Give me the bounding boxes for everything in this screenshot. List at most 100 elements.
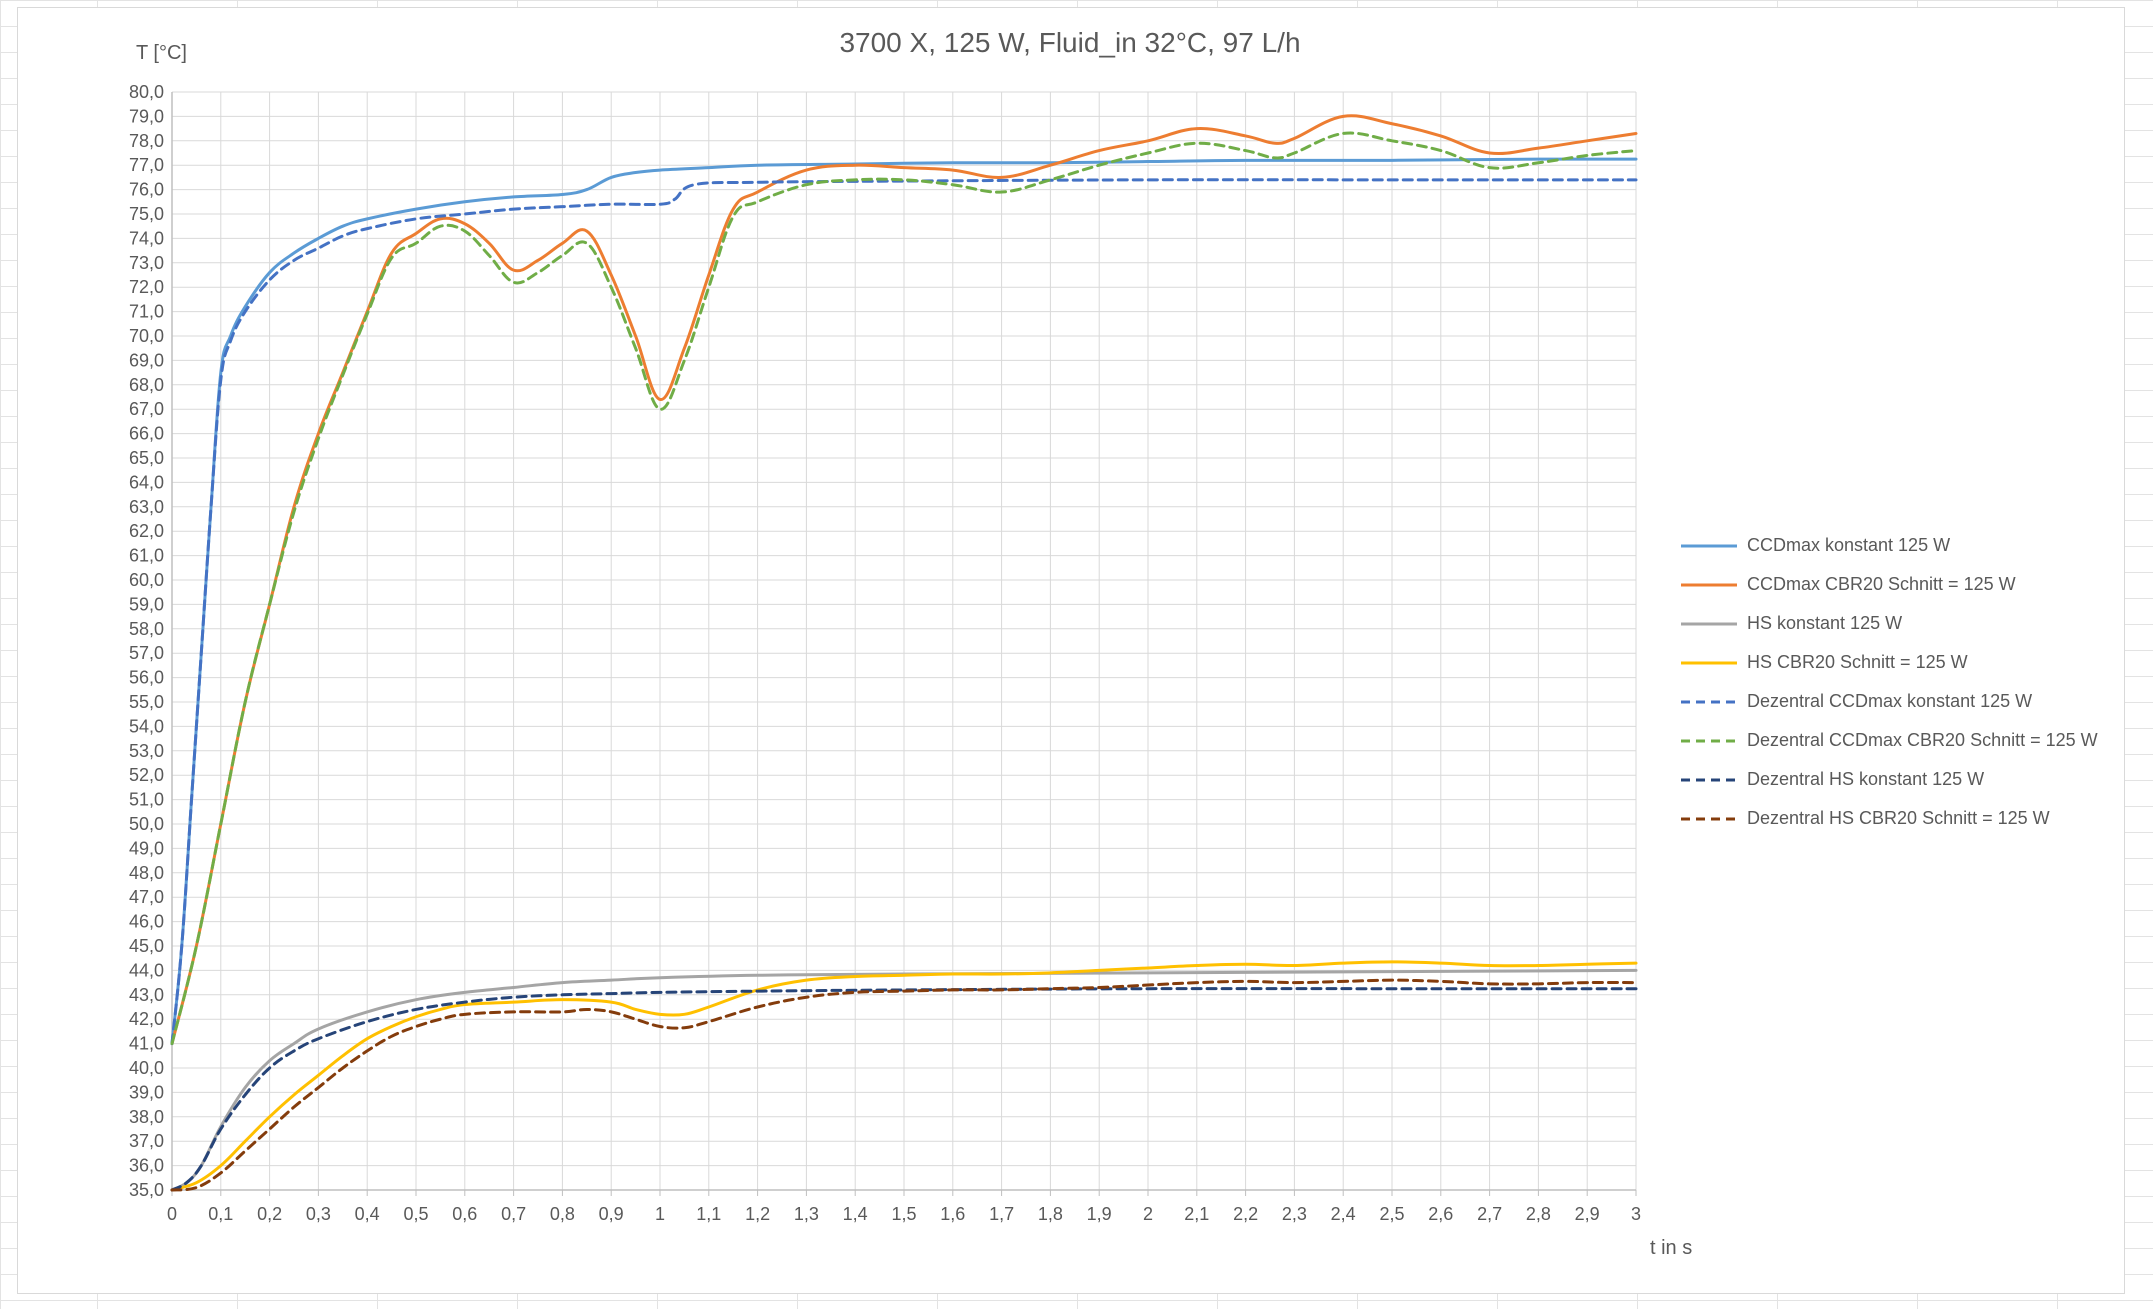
legend-label: Dezentral CCDmax CBR20 Schnitt = 125 W [1747, 730, 2098, 750]
legend-item: HS CBR20 Schnitt = 125 W [1679, 643, 2119, 682]
x-tick-label: 0,5 [403, 1204, 428, 1224]
x-tick-label: 1,2 [745, 1204, 770, 1224]
y-tick-label: 44,0 [129, 960, 164, 980]
y-tick-label: 53,0 [129, 741, 164, 761]
series-line-5 [170, 178, 1638, 1046]
series-line-7 [170, 987, 1638, 1192]
x-tick-label: 0,9 [599, 1204, 624, 1224]
y-tick-label: 57,0 [129, 643, 164, 663]
y-tick-label: 77,0 [129, 155, 164, 175]
x-tick-label: 0 [167, 1204, 177, 1224]
y-tick-label: 43,0 [129, 985, 164, 1005]
y-axis-title: T [°C] [136, 42, 187, 64]
legend-label: HS CBR20 Schnitt = 125 W [1747, 652, 1968, 672]
y-tick-label: 73,0 [129, 253, 164, 273]
y-tick-label: 37,0 [129, 1131, 164, 1151]
y-tick-label: 40,0 [129, 1058, 164, 1078]
y-tick-label: 74,0 [129, 228, 164, 248]
legend-label: Dezentral HS konstant 125 W [1747, 769, 1985, 789]
x-tick-label: 2,7 [1477, 1204, 1502, 1224]
y-tick-label: 59,0 [129, 594, 164, 614]
x-tick-label: 2,8 [1526, 1204, 1551, 1224]
x-tick-label: 1,8 [1038, 1204, 1063, 1224]
y-tick-label: 50,0 [129, 814, 164, 834]
y-tick-label: 65,0 [129, 448, 164, 468]
y-tick-label: 68,0 [129, 375, 164, 395]
series-lines [170, 114, 1638, 1192]
series-line-3 [170, 968, 1638, 1192]
x-tick-label: 0,7 [501, 1204, 526, 1224]
y-tick-label: 56,0 [129, 668, 164, 688]
y-tick-label: 39,0 [129, 1082, 164, 1102]
y-tick-label: 79,0 [129, 106, 164, 126]
legend-item: Dezentral HS konstant 125 W [1679, 760, 2119, 799]
y-tick-label: 78,0 [129, 131, 164, 151]
x-tick-label: 1,3 [794, 1204, 819, 1224]
x-tick-label: 1,9 [1087, 1204, 1112, 1224]
y-tick-label: 52,0 [129, 765, 164, 785]
x-tick-label: 3 [1631, 1204, 1641, 1224]
legend-label: HS konstant 125 W [1747, 613, 1903, 633]
x-tick-label: 1,4 [843, 1204, 868, 1224]
series-line-8 [170, 978, 1638, 1192]
series-line-6 [170, 131, 1638, 1046]
y-tick-label: 80,0 [129, 82, 164, 102]
legend-label: Dezentral CCDmax konstant 125 W [1747, 691, 2033, 711]
x-axis-title: t in s [1650, 1237, 1692, 1259]
x-tick-label: 2,3 [1282, 1204, 1307, 1224]
x-tick-label: 0,1 [208, 1204, 233, 1224]
y-tick-label: 72,0 [129, 277, 164, 297]
legend-swatch [1681, 661, 1737, 664]
legend-label: CCDmax CBR20 Schnitt = 125 W [1747, 574, 2016, 594]
legend-swatch [1681, 622, 1737, 625]
legend-swatch [1681, 739, 1737, 742]
y-tick-label: 42,0 [129, 1009, 164, 1029]
y-tick-label: 71,0 [129, 302, 164, 322]
y-tick-label: 36,0 [129, 1156, 164, 1176]
y-tick-label: 64,0 [129, 472, 164, 492]
legend-item: CCDmax CBR20 Schnitt = 125 W [1679, 565, 2119, 604]
x-tick-label: 0,6 [452, 1204, 477, 1224]
y-tick-label: 48,0 [129, 863, 164, 883]
y-tick-label: 46,0 [129, 912, 164, 932]
legend-swatch [1681, 544, 1737, 547]
y-tick-label: 76,0 [129, 180, 164, 200]
legend-label: CCDmax konstant 125 W [1747, 535, 1951, 555]
series-line-1 [170, 157, 1638, 1046]
legend-swatch [1681, 817, 1737, 820]
y-tick-label: 63,0 [129, 497, 164, 517]
x-tick-label: 2,4 [1331, 1204, 1356, 1224]
y-tick-label: 35,0 [129, 1180, 164, 1200]
x-tick-label: 0,2 [257, 1204, 282, 1224]
legend: CCDmax konstant 125 W CCDmax CBR20 Schnit… [1679, 526, 2119, 838]
y-tick-label: 58,0 [129, 619, 164, 639]
y-tick-label: 61,0 [129, 546, 164, 566]
x-tick-label: 0,4 [355, 1204, 380, 1224]
line-chart: 3700 X, 125 W, Fluid_in 32°C, 97 L/h T [… [129, 27, 1692, 1259]
legend-item: CCDmax konstant 125 W [1679, 526, 2119, 565]
y-tick-label: 55,0 [129, 692, 164, 712]
y-axis-ticks: 35,0 36,0 37,0 38,0 39,0 40,0 41,0 42,0 43,0 44,0… [129, 82, 164, 1200]
y-tick-label: 51,0 [129, 790, 164, 810]
x-tick-label: 1 [655, 1204, 665, 1224]
chart-area[interactable]: 3700 X, 125 W, Fluid_in 32°C, 97 L/h T [… [17, 7, 2125, 1294]
series-line-4 [170, 960, 1638, 1192]
x-tick-label: 1,1 [696, 1204, 721, 1224]
legend-item: HS konstant 125 W [1679, 604, 2119, 643]
y-tick-label: 62,0 [129, 521, 164, 541]
x-tick-label: 2,9 [1575, 1204, 1600, 1224]
legend-item: Dezentral HS CBR20 Schnitt = 125 W [1679, 799, 2119, 838]
legend-label: Dezentral HS CBR20 Schnitt = 125 W [1747, 808, 2050, 828]
series-line-2 [170, 114, 1638, 1046]
x-tick-label: 2,1 [1184, 1204, 1209, 1224]
y-tick-label: 54,0 [129, 716, 164, 736]
legend-swatch [1681, 700, 1737, 703]
y-tick-label: 45,0 [129, 936, 164, 956]
x-axis-ticks: 0 0,1 0,2 0,3 0,4 0,5 0,6 0,7 0,8 0,9 1 1,1 1,2 1,3 1,… [167, 1204, 1641, 1224]
y-tick-label: 70,0 [129, 326, 164, 346]
y-tick-label: 41,0 [129, 1034, 164, 1054]
x-tick-label: 1,5 [891, 1204, 916, 1224]
legend-item: Dezentral CCDmax CBR20 Schnitt = 125 W [1679, 721, 2119, 760]
x-tick-label: 1,6 [940, 1204, 965, 1224]
y-tick-label: 60,0 [129, 570, 164, 590]
